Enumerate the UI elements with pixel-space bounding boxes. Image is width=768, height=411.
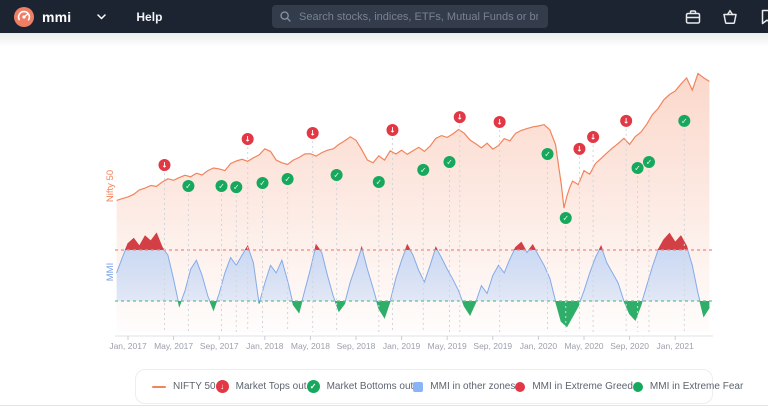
svg-text:✓: ✓ — [333, 171, 339, 180]
svg-text:✓: ✓ — [420, 166, 426, 175]
x-tick-label: May, 2020 — [564, 341, 603, 351]
svg-text:↓: ↓ — [161, 161, 167, 170]
svg-text:↓: ↓ — [576, 145, 582, 154]
nav-help-link[interactable]: Help — [136, 9, 163, 24]
svg-text:✓: ✓ — [446, 158, 452, 167]
watchlist-icon[interactable] — [758, 8, 768, 26]
svg-text:✓: ✓ — [233, 183, 239, 192]
market-bottom-marker[interactable]: ✓ — [541, 148, 554, 160]
x-tick-label: May, 2018 — [291, 341, 330, 351]
legend-label: MMI in Extreme Greed — [532, 381, 633, 392]
market-bottom-marker[interactable]: ✓ — [559, 212, 572, 225]
market-bottom-icon: ✓ — [306, 380, 320, 393]
market-top-marker[interactable]: ↓ — [306, 127, 319, 139]
market-bottom-marker[interactable]: ✓ — [330, 169, 343, 181]
x-tick-label: Jan, 2018 — [246, 341, 284, 351]
nifty-line — [116, 72, 710, 209]
market-bottom-marker[interactable]: ✓ — [443, 156, 456, 169]
market-bottom-marker[interactable]: ✓ — [215, 180, 228, 193]
search-bar[interactable] — [272, 5, 548, 28]
market-top-marker[interactable]: ↓ — [386, 124, 399, 137]
brand-name[interactable]: mmi — [42, 8, 72, 25]
svg-text:✓: ✓ — [284, 175, 290, 184]
market-top-marker[interactable]: ↓ — [620, 114, 633, 127]
navbar: mmi Help — [0, 0, 768, 33]
market-top-marker[interactable]: ↓ — [493, 115, 506, 128]
market-top-icon: ↓ — [215, 380, 229, 393]
market-bottom-marker[interactable]: ✓ — [372, 176, 385, 188]
x-tick-label: Sep, 2020 — [610, 341, 649, 351]
svg-text:✓: ✓ — [544, 150, 550, 159]
svg-text:↓: ↓ — [310, 129, 316, 138]
legend-item-mmi-in-extreme-greed[interactable]: MMI in Extreme Greed — [515, 381, 633, 392]
legend-label: MMI in other zones — [430, 381, 516, 392]
market-top-marker[interactable]: ↓ — [158, 159, 171, 172]
svg-text:✓: ✓ — [259, 179, 265, 188]
svg-text:✓: ✓ — [376, 178, 382, 187]
market-bottom-marker[interactable]: ✓ — [642, 156, 655, 169]
legend-item-mmi-in-other-zones[interactable]: MMI in other zones — [413, 381, 515, 392]
portfolio-icon[interactable] — [684, 8, 702, 26]
market-top-marker[interactable]: ↓ — [573, 142, 586, 155]
x-tick-label: Jan, 2021 — [657, 341, 695, 351]
legend-label: Market Tops out — [235, 381, 307, 392]
svg-text:✓: ✓ — [646, 158, 652, 167]
search-icon — [280, 11, 291, 22]
market-top-marker[interactable]: ↓ — [453, 111, 466, 124]
market-bottom-marker[interactable]: ✓ — [182, 180, 195, 193]
x-tick-label: Jan, 2017 — [109, 341, 147, 351]
x-tick-label: Sep, 2017 — [200, 341, 239, 351]
legend-label: MMI in Extreme Fear — [649, 381, 744, 392]
svg-text:↓: ↓ — [389, 126, 395, 135]
nifty-axis-label: Nifty 50 — [105, 170, 116, 202]
svg-text:↓: ↓ — [457, 113, 463, 122]
market-top-marker[interactable]: ↓ — [241, 132, 254, 145]
market-bottom-marker[interactable]: ✓ — [256, 177, 269, 190]
x-tick-label: Jan, 2019 — [383, 341, 421, 351]
x-tick-label: Sep, 2019 — [473, 341, 512, 351]
page-divider — [0, 405, 768, 406]
legend-item-market-tops-out[interactable]: ↓ Market Tops out — [215, 380, 307, 393]
market-bottom-marker[interactable]: ✓ — [230, 181, 243, 194]
mmi-zone-swatch — [413, 381, 424, 392]
market-bottom-marker[interactable]: ✓ — [678, 114, 691, 127]
market-bottom-marker[interactable]: ✓ — [281, 173, 294, 186]
mmi-axis-label: MMI — [105, 263, 116, 281]
svg-text:↓: ↓ — [590, 133, 596, 142]
basket-icon[interactable] — [721, 8, 739, 26]
chevron-down-icon[interactable] — [97, 13, 107, 20]
svg-text:↓: ↓ — [245, 135, 251, 144]
navbar-shadow — [0, 33, 768, 47]
x-tick-label: Jan, 2020 — [520, 341, 558, 351]
svg-text:↓: ↓ — [496, 118, 502, 127]
nifty-area-fill — [116, 73, 710, 332]
svg-text:✓: ✓ — [185, 182, 191, 191]
legend-item-nifty-50[interactable]: NIFTY 50 — [152, 381, 216, 392]
x-tick-label: May, 2019 — [428, 341, 467, 351]
x-tick-label: May, 2017 — [154, 341, 193, 351]
chart-legend: NIFTY 50 ↓ Market Tops out ✓ Market Bottoms … — [135, 369, 743, 404]
x-tick-label: Sep, 2018 — [337, 341, 376, 351]
svg-text:✓: ✓ — [218, 182, 224, 191]
svg-text:↓: ↓ — [623, 117, 629, 126]
mmi-area-fill — [116, 250, 710, 301]
legend-dot-icon — [515, 381, 526, 392]
market-bottom-marker[interactable]: ✓ — [631, 162, 644, 174]
legend-dot-icon — [632, 381, 643, 392]
legend-item-mmi-in-extreme-fear[interactable]: MMI in Extreme Fear — [632, 381, 744, 392]
svg-text:✓: ✓ — [634, 164, 640, 173]
search-input[interactable] — [297, 9, 540, 24]
nifty-line-swatch — [152, 385, 166, 388]
legend-item-market-bottoms-out[interactable]: ✓ Market Bottoms out — [306, 380, 414, 393]
svg-text:✓: ✓ — [681, 117, 687, 126]
svg-text:✓: ✓ — [563, 214, 569, 223]
market-bottom-marker[interactable]: ✓ — [417, 163, 430, 176]
mmi-logo-icon[interactable] — [14, 6, 34, 27]
market-top-marker[interactable]: ↓ — [587, 131, 600, 144]
legend-label: NIFTY 50 — [173, 381, 216, 392]
legend-label: Market Bottoms out — [326, 381, 414, 392]
